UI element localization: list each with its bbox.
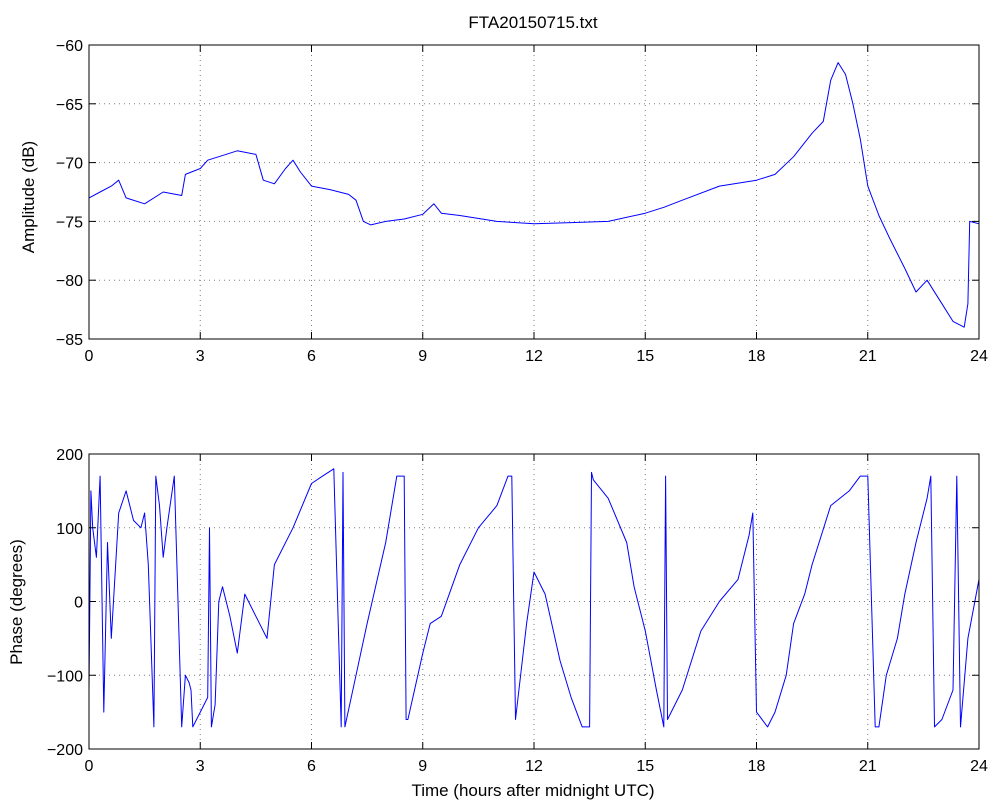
phase-ticks: 0 3 6 9 12 15 18 21 24 −200 −100 0 100 200 xyxy=(47,447,988,775)
phase-x-tick-label: 18 xyxy=(748,758,766,775)
phase-y-tick-label: 100 xyxy=(56,521,83,538)
phase-x-tick-label: 3 xyxy=(196,758,205,775)
amplitude-y-axis-label: Amplitude (dB) xyxy=(19,141,38,253)
phase-y-tick-label: 200 xyxy=(56,447,83,464)
amplitude-series-line xyxy=(88,62,980,328)
phase-y-tick-label: 0 xyxy=(74,595,83,612)
amplitude-x-tick-label: 15 xyxy=(636,348,654,365)
amplitude-y-tick-label: −80 xyxy=(56,273,83,290)
phase-y-tick-label: −100 xyxy=(47,668,83,685)
amplitude-y-tick-label: −70 xyxy=(56,156,83,173)
phase-x-tick-label: 6 xyxy=(307,758,316,775)
amplitude-x-tick-label: 24 xyxy=(970,348,988,365)
amplitude-y-tick-label: −60 xyxy=(56,38,83,55)
amplitude-x-tick-label: 6 xyxy=(307,348,316,365)
amplitude-x-tick-label: 21 xyxy=(859,348,877,365)
amplitude-y-tick-label: −85 xyxy=(56,332,83,349)
phase-x-tick-label: 24 xyxy=(970,758,988,775)
phase-x-tick-label: 0 xyxy=(85,758,94,775)
amplitude-y-tick-label: −65 xyxy=(56,97,83,114)
phase-series-line xyxy=(88,468,980,728)
phase-y-tick-label: −200 xyxy=(47,742,83,759)
phase-x-tick-label: 21 xyxy=(859,758,877,775)
phase-x-tick-label: 15 xyxy=(636,758,654,775)
x-axis-label: Time (hours after midnight UTC) xyxy=(411,781,654,800)
phase-y-axis-label: Phase (degrees) xyxy=(7,539,26,665)
phase-panel: 0 3 6 9 12 15 18 21 24 −200 −100 0 100 200 Phase (deg… xyxy=(7,447,988,800)
amplitude-ticks: 0 3 6 9 12 15 18 21 24 −85 −80 −75 −70 −65 −60 xyxy=(56,38,988,365)
amplitude-x-tick-label: 0 xyxy=(85,348,94,365)
amplitude-panel: FTA20150715.txt 0 3 6 9 12 15 18 21 24 −85 −80 −75 −… xyxy=(19,13,988,365)
phase-grid xyxy=(89,454,979,749)
phase-x-tick-label: 9 xyxy=(418,758,427,775)
amplitude-x-tick-label: 3 xyxy=(196,348,205,365)
phase-x-tick-label: 12 xyxy=(525,758,543,775)
amplitude-x-tick-label: 18 xyxy=(748,348,766,365)
amplitude-grid xyxy=(89,45,979,339)
amplitude-x-tick-label: 12 xyxy=(525,348,543,365)
amplitude-x-tick-label: 9 xyxy=(418,348,427,365)
amplitude-y-tick-label: −75 xyxy=(56,214,83,231)
chart-title: FTA20150715.txt xyxy=(468,13,597,32)
